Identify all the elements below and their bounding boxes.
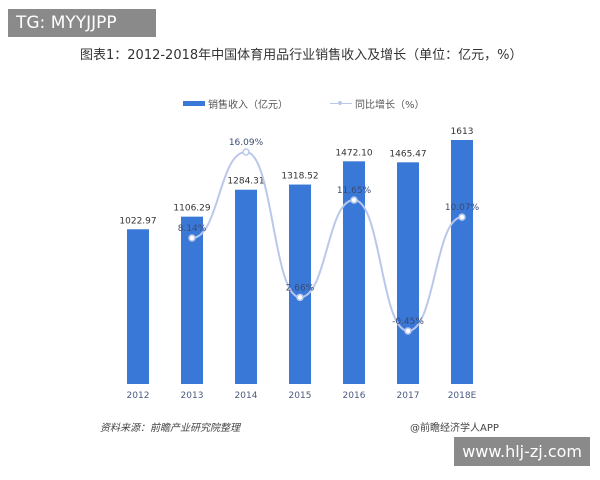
chart-title: 图表1：2012-2018年中国体育用品行业销售收入及增长（单位：亿元，%） [80, 48, 523, 63]
bar-label-2013: 1106.29 [173, 204, 210, 214]
growth-label-2017: -0.45% [392, 317, 424, 327]
x-tick-2017: 2017 [397, 391, 420, 401]
watermark-bottom: www.hlj-zj.com [454, 437, 590, 466]
credit: @前瞻经济学人APP [410, 423, 499, 434]
bar-label-2012: 1022.97 [119, 216, 156, 226]
legend-bar-label: 销售收入（亿元） [208, 100, 288, 111]
bar-2018E [451, 140, 473, 384]
x-tick-2013: 2013 [181, 391, 204, 401]
x-tick-2014: 2014 [235, 391, 258, 401]
x-tick-2016: 2016 [343, 391, 366, 401]
legend-line-swatch [330, 101, 352, 105]
watermark-top: TG: MYYJJPP [8, 9, 156, 37]
legend-line: 同比增长（%） [330, 96, 425, 111]
legend-bar: 销售收入（亿元） [183, 96, 288, 111]
x-tick-2018E: 2018E [448, 391, 477, 401]
bar-2012 [127, 229, 149, 384]
x-tick-2012: 2012 [127, 391, 150, 401]
growth-label-2015: 2.66% [286, 283, 315, 293]
growth-label-2018E: 10.07% [445, 203, 480, 213]
growth-label-2014: 16.09% [229, 138, 264, 148]
growth-point-2018E [458, 213, 466, 221]
bar-2013 [181, 216, 203, 384]
bar-2016 [343, 161, 365, 384]
growth-point-2015 [296, 293, 304, 302]
growth-label-2016: 11.65% [337, 186, 372, 196]
x-tick-2015: 2015 [289, 391, 312, 401]
growth-point-2013 [188, 234, 196, 242]
bar-2014 [235, 189, 257, 384]
growth-point-2014 [242, 148, 250, 156]
bar-label-2018E: 1613 [451, 127, 474, 137]
legend-bar-swatch [183, 101, 205, 106]
growth-label-2013: 8.14% [178, 224, 207, 234]
bar-label-2015: 1318.52 [281, 172, 318, 182]
growth-point-2017 [404, 327, 412, 335]
legend-line-label: 同比增长（%） [355, 100, 425, 111]
source-note: 资料来源：前瞻产业研究院整理 [100, 423, 240, 434]
bar-2015 [289, 184, 311, 384]
bar-label-2014: 1284.31 [227, 177, 264, 187]
bar-label-2017: 1465.47 [389, 149, 426, 159]
growth-point-2016 [350, 196, 358, 204]
bar-2017 [397, 162, 419, 384]
bar-label-2016: 1472.10 [335, 148, 372, 158]
